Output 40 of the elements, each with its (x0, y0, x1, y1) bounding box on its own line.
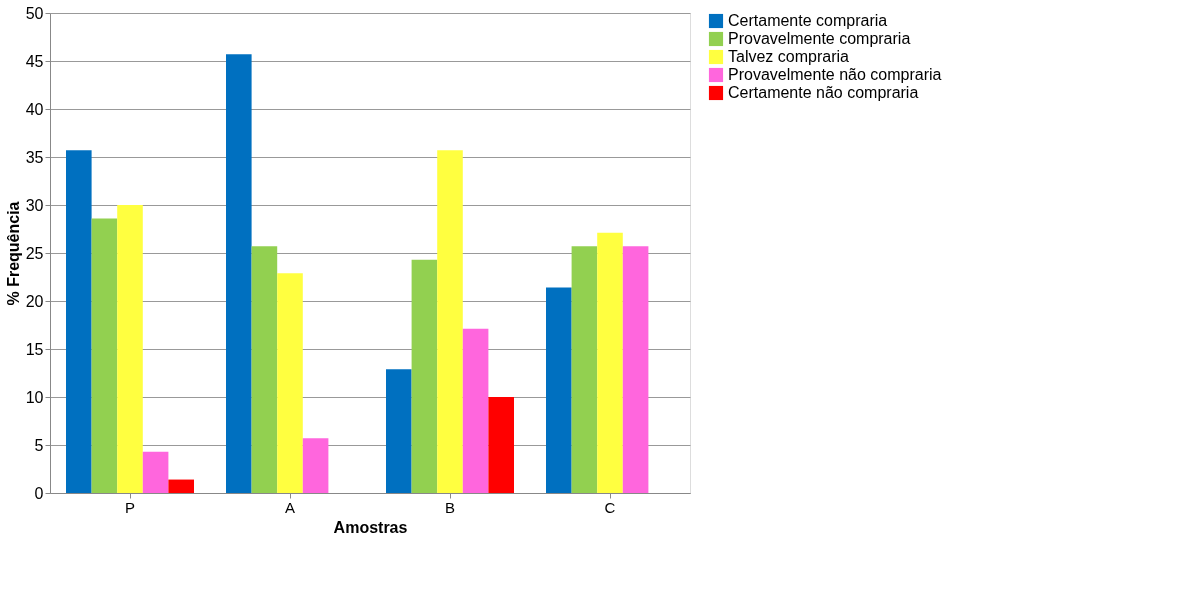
legend-label: Provavelmente compraria (728, 30, 911, 47)
bar (622, 246, 649, 493)
y-tick-label: 30 (25, 196, 44, 214)
bar (571, 246, 598, 493)
x-tick-label: P (124, 498, 136, 516)
bar (386, 369, 412, 493)
bar (226, 54, 252, 493)
y-tick-label: 0 (34, 484, 44, 502)
y-tick-label: 20 (25, 292, 44, 310)
y-tick-label: 40 (25, 100, 44, 118)
x-tick-label: A (284, 498, 296, 516)
bar (117, 205, 143, 493)
legend-label: Certamente não compraria (728, 84, 919, 101)
bar (597, 232, 623, 493)
x-tick-label: B (444, 498, 456, 516)
y-tick-label: 5 (34, 436, 44, 454)
bar (411, 259, 438, 493)
y-tick-label: 50 (25, 4, 44, 22)
bar (302, 438, 329, 493)
bar (91, 218, 118, 493)
y-tick-label: 10 (25, 388, 44, 406)
y-tick-label: 15 (25, 340, 44, 358)
bar (437, 150, 463, 493)
y-axis-title: % Frequência (4, 201, 22, 306)
bar (277, 273, 303, 493)
legend-label: Talvez compraria (728, 48, 850, 65)
legend-label: Certamente compraria (728, 12, 888, 29)
y-tick-label: 45 (25, 52, 44, 70)
x-axis-title: Amostras (333, 518, 408, 536)
bar (168, 479, 194, 493)
bar (251, 246, 278, 493)
bar (462, 328, 489, 493)
bar (66, 150, 92, 493)
bar (488, 397, 514, 493)
bar (142, 451, 169, 493)
x-tick-label: C (604, 498, 616, 516)
y-tick-label: 25 (25, 244, 44, 262)
y-tick-label: 35 (25, 148, 44, 166)
bar (546, 287, 572, 493)
legend-label: Provavelmente não compraria (728, 66, 942, 83)
